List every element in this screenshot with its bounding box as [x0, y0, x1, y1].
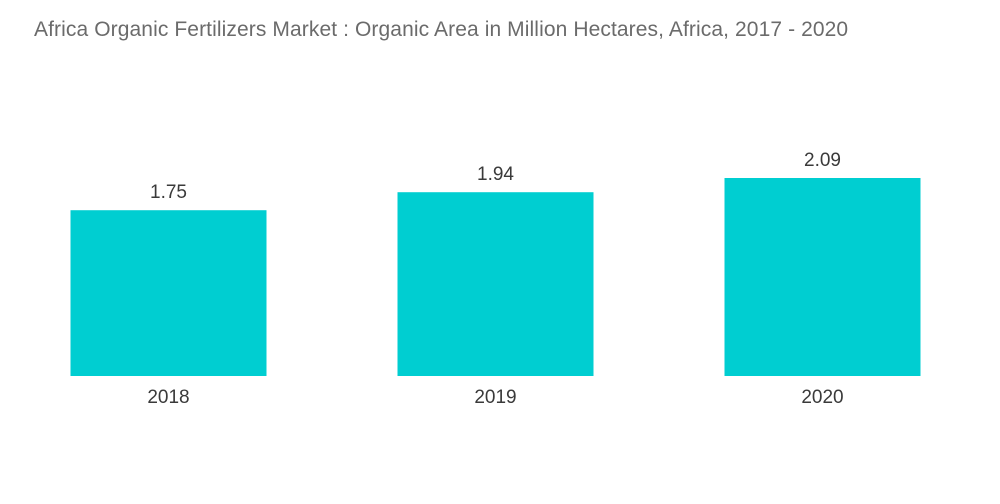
x-tick-label-2020: 2020: [801, 387, 843, 408]
data-label-2020: 2.09: [804, 150, 841, 171]
x-tick-label-2019: 2019: [474, 387, 516, 408]
bar-2018: [70, 210, 267, 376]
x-tick-label-2018: 2018: [147, 387, 189, 408]
data-label-2019: 1.94: [477, 164, 514, 185]
bar-2020: [724, 178, 921, 376]
data-label-2018: 1.75: [150, 182, 187, 203]
chart-title: Africa Organic Fertilizers Market : Orga…: [34, 18, 849, 41]
bar-2019: [397, 192, 594, 376]
